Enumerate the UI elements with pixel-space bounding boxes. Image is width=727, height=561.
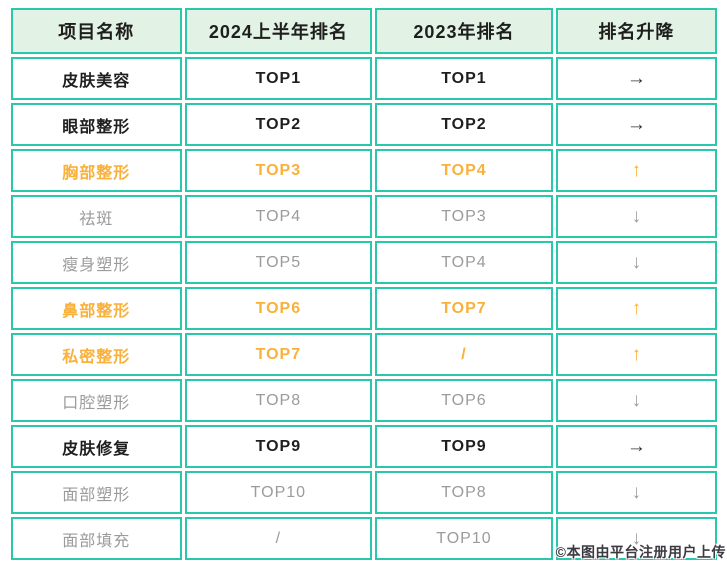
project-name-cell: 皮肤美容 (10, 57, 182, 100)
rank-change-cell: ↓ (556, 517, 717, 560)
project-name-cell: 皮肤修复 (10, 425, 182, 468)
rank-change-cell: ↑ (556, 149, 717, 192)
ranking-table: 项目名称 2024上半年排名 2023年排名 排名升降 皮肤美容 TOP1 TO… (8, 5, 720, 561)
rank-change-cell: ↓ (556, 241, 717, 284)
rank-change-cell: ↑ (556, 287, 717, 330)
table-row: 皮肤美容 TOP1 TOP1 → (10, 57, 717, 100)
col-header-2023-rank: 2023年排名 (374, 8, 554, 54)
project-name-cell: 口腔塑形 (10, 379, 182, 422)
rank-2024-cell: TOP1 (184, 57, 372, 100)
rank-change-cell: → (556, 103, 717, 146)
table-row: 面部填充 / TOP10 ↓ (10, 517, 717, 560)
rank-2023-cell: TOP3 (374, 195, 554, 238)
rank-2023-cell: TOP4 (374, 149, 554, 192)
table-row: 口腔塑形 TOP8 TOP6 ↓ (10, 379, 717, 422)
rank-2023-cell: TOP8 (374, 471, 554, 514)
rank-2024-cell: TOP6 (184, 287, 372, 330)
table-row: 私密整形 TOP7 / ↑ (10, 333, 717, 376)
rank-2023-cell: TOP1 (374, 57, 554, 100)
rank-2023-cell: TOP9 (374, 425, 554, 468)
col-header-2024-rank: 2024上半年排名 (184, 8, 372, 54)
project-name-cell: 瘦身塑形 (10, 241, 182, 284)
rank-2024-cell: TOP10 (184, 471, 372, 514)
project-name-cell: 面部塑形 (10, 471, 182, 514)
project-name-cell: 私密整形 (10, 333, 182, 376)
ranking-table-image: 项目名称 2024上半年排名 2023年排名 排名升降 皮肤美容 TOP1 TO… (0, 5, 727, 561)
rank-2024-cell: TOP5 (184, 241, 372, 284)
rank-change-cell: ↓ (556, 471, 717, 514)
table-row: 祛斑 TOP4 TOP3 ↓ (10, 195, 717, 238)
rank-2024-cell: TOP3 (184, 149, 372, 192)
table-row: 瘦身塑形 TOP5 TOP4 ↓ (10, 241, 717, 284)
project-name-cell: 面部填充 (10, 517, 182, 560)
header-row: 项目名称 2024上半年排名 2023年排名 排名升降 (10, 8, 717, 54)
table-row: 胸部整形 TOP3 TOP4 ↑ (10, 149, 717, 192)
table-body: 皮肤美容 TOP1 TOP1 → 眼部整形 TOP2 TOP2 → 胸部整形 T… (10, 57, 717, 560)
col-header-rank-change: 排名升降 (556, 8, 717, 54)
rank-2024-cell: TOP8 (184, 379, 372, 422)
rank-2024-cell: / (184, 517, 372, 560)
rank-change-cell: → (556, 57, 717, 100)
rank-2023-cell: TOP4 (374, 241, 554, 284)
project-name-cell: 胸部整形 (10, 149, 182, 192)
rank-2023-cell: / (374, 333, 554, 376)
rank-2024-cell: TOP9 (184, 425, 372, 468)
rank-2024-cell: TOP7 (184, 333, 372, 376)
project-name-cell: 祛斑 (10, 195, 182, 238)
rank-2024-cell: TOP4 (184, 195, 372, 238)
rank-change-cell: ↓ (556, 195, 717, 238)
table-row: 眼部整形 TOP2 TOP2 → (10, 103, 717, 146)
rank-change-cell: → (556, 425, 717, 468)
rank-2024-cell: TOP2 (184, 103, 372, 146)
project-name-cell: 眼部整形 (10, 103, 182, 146)
table-row: 皮肤修复 TOP9 TOP9 → (10, 425, 717, 468)
table-row: 鼻部整形 TOP6 TOP7 ↑ (10, 287, 717, 330)
rank-change-cell: ↓ (556, 379, 717, 422)
watermark: ©本图由平台注册用户上传 (555, 544, 726, 560)
rank-2023-cell: TOP7 (374, 287, 554, 330)
rank-2023-cell: TOP6 (374, 379, 554, 422)
table-row: 面部塑形 TOP10 TOP8 ↓ (10, 471, 717, 514)
rank-change-cell: ↑ (556, 333, 717, 376)
rank-2023-cell: TOP2 (374, 103, 554, 146)
rank-2023-cell: TOP10 (374, 517, 554, 560)
project-name-cell: 鼻部整形 (10, 287, 182, 330)
col-header-project-name: 项目名称 (10, 8, 182, 54)
